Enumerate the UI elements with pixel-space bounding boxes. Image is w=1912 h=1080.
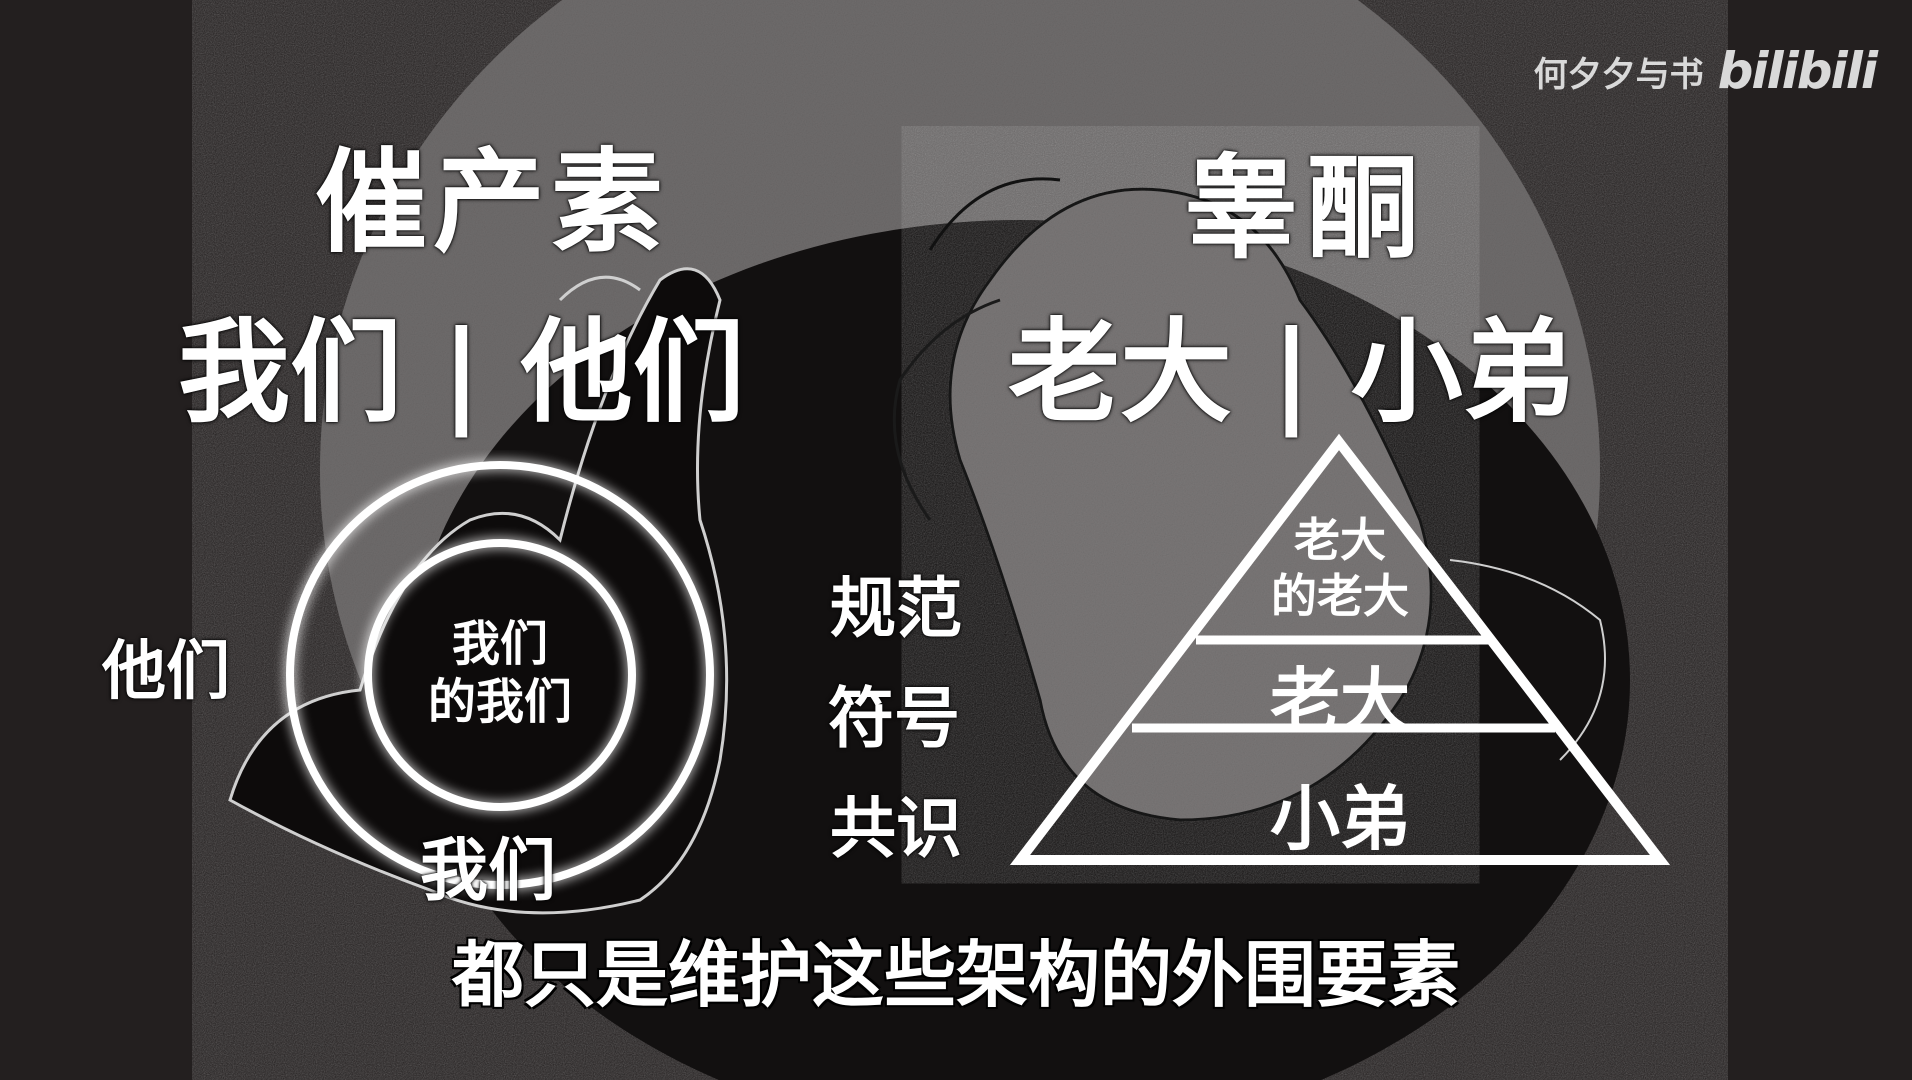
us-of-us-label: 我们 的我们	[395, 615, 605, 731]
list-item-norms: 规范	[830, 569, 962, 647]
list-item-consensus: 共识	[830, 789, 962, 867]
watermark: 何夕夕与书 bilibili	[1533, 42, 1878, 100]
list-item-symbols: 符号	[828, 679, 960, 757]
pyramid-outline	[1010, 433, 1670, 865]
pyramid-top-label: 老大 的老大	[1230, 512, 1450, 624]
pyramid-top-line1: 老大	[1294, 513, 1386, 567]
us-label: 我们	[420, 831, 557, 911]
subtitle-caption: 都只是维护这些架构的外围要素	[451, 933, 1460, 1017]
outer-circle	[286, 461, 714, 889]
us-of-us-line1: 我们	[451, 616, 548, 672]
watermark-author: 何夕夕与书	[1533, 54, 1704, 95]
us-of-us-line2: 的我们	[427, 674, 572, 730]
boss-minion-subheading: 老大 | 小弟	[1008, 307, 1575, 438]
them-label: 他们	[102, 634, 230, 709]
hierarchy-pyramid	[1010, 433, 1670, 865]
pyramid-middle-label: 老大	[1270, 659, 1410, 742]
oxytocin-heading: 催产素	[315, 137, 669, 268]
us-them-subheading: 我们 | 他们	[178, 307, 745, 438]
testosterone-heading: 睾酮	[1185, 143, 1429, 274]
inner-circle	[364, 539, 636, 811]
bilibili-logo: bilibili	[1717, 42, 1878, 100]
pyramid-top-line2: 的老大	[1271, 569, 1409, 623]
pyramid-bottom-label: 小弟	[1270, 777, 1410, 860]
concentric-circles-diagram	[286, 461, 714, 889]
